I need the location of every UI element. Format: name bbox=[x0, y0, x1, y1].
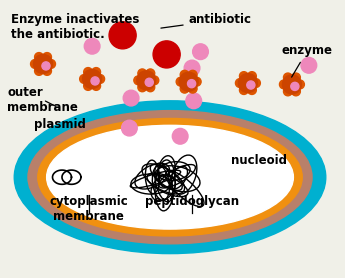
Circle shape bbox=[140, 74, 153, 87]
Circle shape bbox=[279, 80, 288, 89]
Text: plasmid: plasmid bbox=[34, 118, 86, 131]
Circle shape bbox=[179, 72, 198, 91]
Text: enzyme: enzyme bbox=[282, 44, 333, 77]
Circle shape bbox=[134, 76, 142, 85]
Text: Enzyme inactivates
the antibiotic.: Enzyme inactivates the antibiotic. bbox=[11, 13, 139, 41]
Circle shape bbox=[283, 75, 302, 94]
Circle shape bbox=[192, 77, 201, 86]
Circle shape bbox=[239, 72, 248, 81]
Circle shape bbox=[91, 77, 99, 85]
Text: outer
membrane: outer membrane bbox=[8, 86, 78, 114]
Text: antibiotic: antibiotic bbox=[161, 13, 252, 28]
Ellipse shape bbox=[28, 111, 312, 244]
Circle shape bbox=[296, 80, 304, 89]
Circle shape bbox=[137, 71, 156, 90]
Circle shape bbox=[43, 53, 51, 61]
Circle shape bbox=[36, 57, 50, 71]
Circle shape bbox=[86, 72, 99, 86]
Text: cytoplasmic
membrane: cytoplasmic membrane bbox=[49, 195, 128, 223]
Circle shape bbox=[96, 75, 105, 83]
Circle shape bbox=[123, 90, 139, 106]
Circle shape bbox=[247, 86, 256, 95]
Circle shape bbox=[83, 70, 102, 88]
Circle shape bbox=[247, 72, 256, 81]
Circle shape bbox=[292, 87, 300, 96]
Ellipse shape bbox=[47, 125, 293, 229]
Circle shape bbox=[138, 83, 147, 92]
Circle shape bbox=[34, 66, 43, 75]
Circle shape bbox=[238, 74, 257, 93]
Circle shape bbox=[145, 78, 153, 86]
Text: nucleoid: nucleoid bbox=[231, 154, 287, 167]
Circle shape bbox=[285, 78, 298, 91]
Circle shape bbox=[92, 68, 100, 76]
Circle shape bbox=[188, 70, 197, 79]
Circle shape bbox=[109, 22, 136, 49]
Circle shape bbox=[146, 83, 155, 92]
Circle shape bbox=[121, 120, 137, 136]
Circle shape bbox=[193, 44, 208, 59]
Circle shape bbox=[247, 81, 255, 89]
Circle shape bbox=[84, 68, 92, 76]
Circle shape bbox=[150, 76, 159, 85]
Circle shape bbox=[47, 59, 56, 68]
Circle shape bbox=[252, 79, 260, 88]
Circle shape bbox=[188, 84, 197, 93]
Circle shape bbox=[172, 128, 188, 144]
Circle shape bbox=[33, 54, 52, 73]
Circle shape bbox=[182, 75, 195, 88]
Circle shape bbox=[34, 53, 43, 61]
Circle shape bbox=[42, 62, 50, 70]
Circle shape bbox=[239, 86, 248, 95]
Circle shape bbox=[292, 73, 300, 82]
Circle shape bbox=[153, 41, 180, 68]
Circle shape bbox=[184, 60, 200, 76]
Circle shape bbox=[235, 79, 244, 88]
Ellipse shape bbox=[14, 101, 326, 254]
Ellipse shape bbox=[38, 118, 302, 236]
Circle shape bbox=[84, 81, 92, 90]
Circle shape bbox=[284, 87, 292, 96]
Text: peptidoglycan: peptidoglycan bbox=[145, 195, 239, 208]
Circle shape bbox=[180, 84, 189, 93]
Circle shape bbox=[284, 73, 292, 82]
Circle shape bbox=[241, 76, 255, 90]
Circle shape bbox=[84, 38, 100, 54]
Circle shape bbox=[146, 69, 155, 78]
Circle shape bbox=[92, 81, 100, 90]
Circle shape bbox=[188, 80, 196, 88]
Circle shape bbox=[186, 93, 201, 109]
Circle shape bbox=[301, 58, 317, 73]
Circle shape bbox=[176, 77, 185, 86]
Circle shape bbox=[31, 59, 39, 68]
Circle shape bbox=[180, 70, 189, 79]
Circle shape bbox=[43, 66, 51, 75]
Circle shape bbox=[80, 75, 88, 83]
Circle shape bbox=[138, 69, 147, 78]
Circle shape bbox=[291, 82, 299, 90]
